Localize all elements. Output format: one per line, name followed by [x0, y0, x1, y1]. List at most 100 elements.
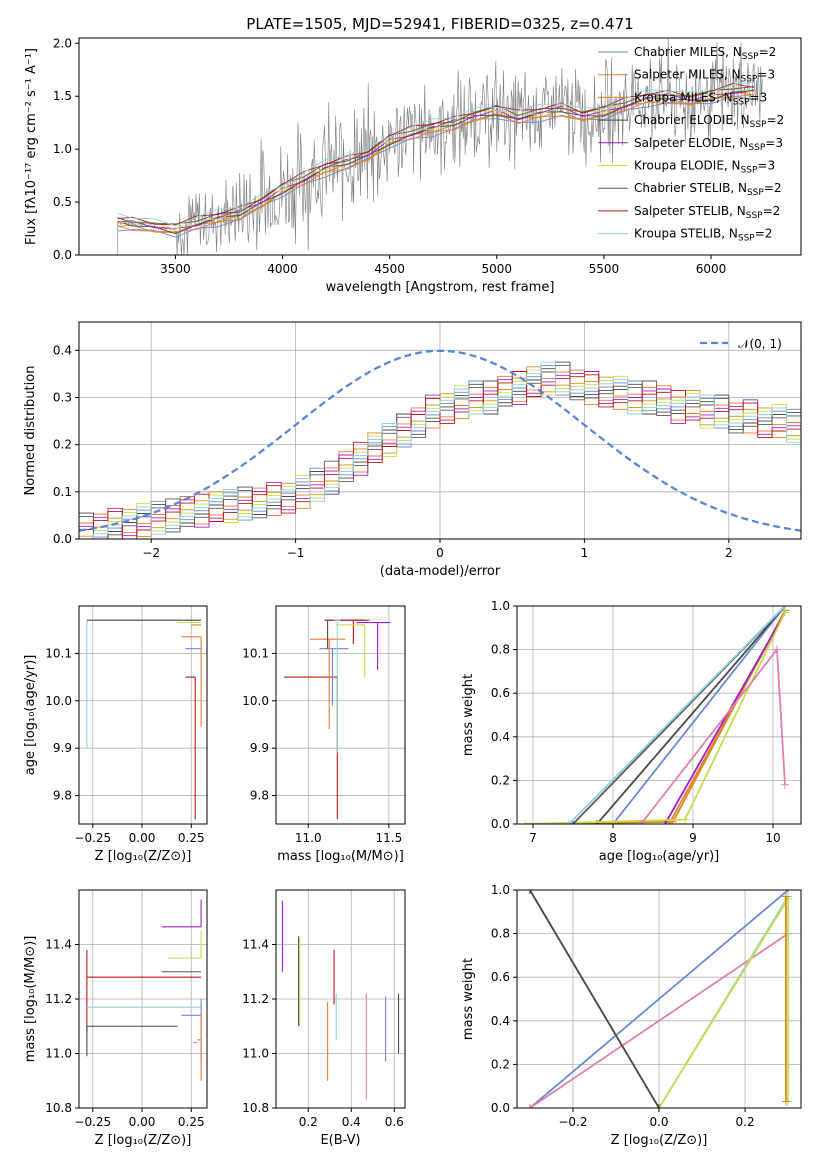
model-line [117, 86, 754, 225]
x-axis-label: (data-model)/error [380, 564, 501, 579]
y-tick-label: 11.0 [242, 1047, 269, 1061]
y-tick-label: 11.4 [242, 938, 269, 952]
x-tick-label: −0.25 [74, 831, 111, 845]
model-line [117, 91, 754, 234]
panel-mass_weight_vs_age: 7 8 9 10 0.0 0.2 0.4 0.6 0.8 1.0 age [log₁₀(age/yr… [461, 599, 802, 864]
y-tick-label: 10.1 [242, 646, 269, 660]
panel-mass_vs_ebv: 0.2 0.4 0.6 10.8 11.0 11.2 11.4 E(B-V) [242, 889, 406, 1148]
normal-curve [79, 349, 801, 532]
x-axis-label: Z [log₁₀(Z/Z⊙)] [611, 1133, 708, 1148]
legend-entry: Chabrier ELODIE, NSSP=2 [634, 113, 784, 130]
weight-marker [525, 890, 534, 894]
legend-entry: Salpeter ELODIE, NSSP=3 [634, 136, 783, 153]
y-tick-label: 0.2 [53, 438, 72, 452]
model-line [117, 83, 754, 226]
weight-marker [525, 1104, 534, 1108]
x-tick-label: 0.2 [299, 1115, 318, 1129]
x-tick-label: 2 [725, 546, 733, 560]
y-tick-label: 10.8 [45, 1101, 72, 1115]
plot-area [525, 890, 793, 1108]
x-tick-label: 11.0 [295, 831, 322, 845]
weight-marker [521, 820, 529, 824]
weight-line [529, 890, 789, 1108]
legend-entry: Chabrier STELIB, NSSP=2 [634, 181, 782, 198]
weight-marker [565, 820, 573, 824]
weight-marker [569, 820, 577, 824]
x-tick-label: −1 [287, 546, 305, 560]
y-tick-label: 11.0 [45, 1047, 72, 1061]
y-axis-label: age [log₁₀(age/yr)] [23, 655, 38, 776]
x-axis-label: Z [log₁₀(Z/Z⊙)] [95, 849, 192, 864]
figure-title: PLATE=1505, MJD=52941, FIBERID=0325, z=0… [246, 15, 633, 33]
model-line [117, 87, 754, 230]
y-tick-label: 0.6 [491, 686, 510, 700]
plot-area [117, 38, 763, 255]
residual-histogram [79, 361, 801, 539]
x-tick-label: 0.6 [385, 1115, 404, 1129]
weight-marker [781, 892, 790, 901]
x-axis-label: wavelength [Angstrom, rest frame] [326, 280, 555, 295]
y-tick-label: 0.0 [53, 248, 72, 262]
model-line [117, 89, 754, 235]
plot-area [281, 900, 400, 1100]
y-tick-label: 9.8 [250, 789, 269, 803]
weight-line [568, 606, 786, 824]
legend-entry: Salpeter MILES, NSSP=3 [634, 68, 775, 85]
residual-histogram [79, 364, 801, 539]
y-tick-label: 0.2 [491, 1057, 510, 1071]
x-tick-label: 0.2 [736, 1115, 755, 1129]
y-tick-label: 0.0 [491, 817, 510, 831]
y-tick-label: 0.8 [491, 643, 510, 657]
x-tick-label: 0.0 [649, 1115, 668, 1129]
x-tick-label: 1 [581, 546, 589, 560]
axes-frame [516, 889, 802, 1109]
weight-marker [681, 815, 689, 824]
weight-line [664, 612, 786, 824]
y-tick-label: 1.0 [53, 142, 72, 156]
y-tick-label: 9.9 [250, 741, 269, 755]
y-tick-label: 10.0 [242, 694, 269, 708]
weight-line [524, 609, 786, 824]
axes-frame [516, 605, 802, 825]
panel-residuals: −2 −1 0 1 2 0.0 0.1 0.2 0.3 0.4 (data-model)/error… [23, 321, 802, 579]
residual-histogram [79, 371, 801, 539]
legend-entry: Kroupa STELIB, NSSP=2 [634, 227, 772, 244]
y-tick-label: 11.2 [45, 992, 72, 1006]
axes-frame [275, 889, 406, 1109]
axes-frame [78, 605, 208, 825]
residual-histogram [79, 361, 801, 539]
weight-line [612, 606, 786, 824]
y-tick-label: 9.9 [53, 741, 72, 755]
y-tick-label: 10.0 [45, 694, 72, 708]
model-line [117, 95, 754, 238]
plot-area [284, 619, 391, 820]
y-axis-label: Normed distribution [23, 366, 38, 496]
y-tick-label: 1.5 [53, 89, 72, 103]
x-tick-label: 0.00 [129, 831, 156, 845]
plot-area [521, 606, 789, 824]
x-axis-label: age [log₁₀(age/yr)] [599, 849, 720, 864]
plot-area [79, 349, 801, 539]
y-tick-label: 1.0 [491, 883, 510, 897]
x-axis-label: mass [log₁₀(M/M⊙)] [277, 849, 404, 864]
y-axis-label: mass weight [461, 958, 476, 1040]
weight-line [596, 606, 786, 824]
y-tick-label: 0.0 [491, 1101, 510, 1115]
y-tick-label: 1.0 [491, 599, 510, 613]
y-tick-label: 0.3 [53, 390, 72, 404]
weight-line [529, 932, 789, 1108]
x-tick-label: 0 [436, 546, 444, 560]
y-tick-label: 2.0 [53, 36, 72, 50]
x-tick-label: 5000 [482, 262, 513, 276]
y-tick-label: 0.6 [491, 970, 510, 984]
residual-histogram [79, 371, 801, 537]
y-tick-label: 10.1 [45, 646, 72, 660]
plot-area [86, 899, 202, 1081]
panel-age_vs_Z: −0.25 0.00 0.25 9.8 9.9 10.0 10.1 Z [log₁₀(Z/Z⊙… [23, 605, 208, 864]
weight-marker [781, 606, 789, 610]
x-tick-label: 4000 [267, 262, 298, 276]
x-tick-label: 0.25 [178, 1115, 205, 1129]
y-tick-label: 10.8 [242, 1101, 269, 1115]
observed-spectrum [117, 38, 763, 255]
